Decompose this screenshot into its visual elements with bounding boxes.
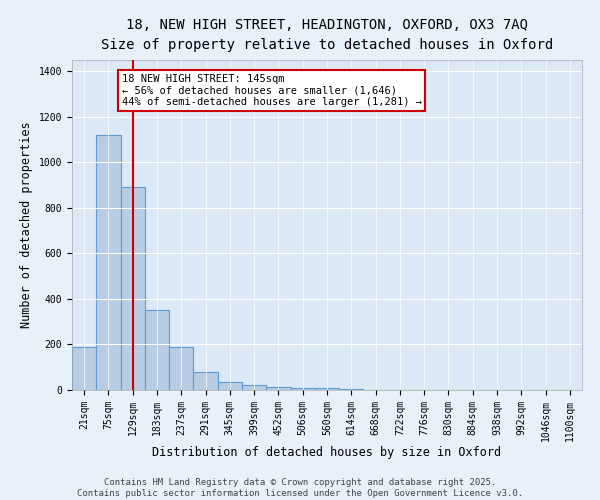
Text: Contains HM Land Registry data © Crown copyright and database right 2025.
Contai: Contains HM Land Registry data © Crown c…: [77, 478, 523, 498]
Bar: [145, 310, 169, 390]
Title: 18, NEW HIGH STREET, HEADINGTON, OXFORD, OX3 7AQ
Size of property relative to de: 18, NEW HIGH STREET, HEADINGTON, OXFORD,…: [101, 18, 553, 52]
Bar: [96, 135, 121, 390]
Text: 18 NEW HIGH STREET: 145sqm
← 56% of detached houses are smaller (1,646)
44% of s: 18 NEW HIGH STREET: 145sqm ← 56% of deta…: [122, 74, 422, 107]
Bar: [315, 388, 339, 390]
Bar: [121, 188, 145, 390]
Bar: [266, 386, 290, 390]
Bar: [169, 347, 193, 390]
Bar: [72, 347, 96, 390]
Bar: [193, 372, 218, 390]
Bar: [339, 389, 364, 390]
Bar: [242, 386, 266, 390]
Bar: [218, 382, 242, 390]
X-axis label: Distribution of detached houses by size in Oxford: Distribution of detached houses by size …: [152, 446, 502, 460]
Bar: [290, 388, 315, 390]
Y-axis label: Number of detached properties: Number of detached properties: [20, 122, 33, 328]
